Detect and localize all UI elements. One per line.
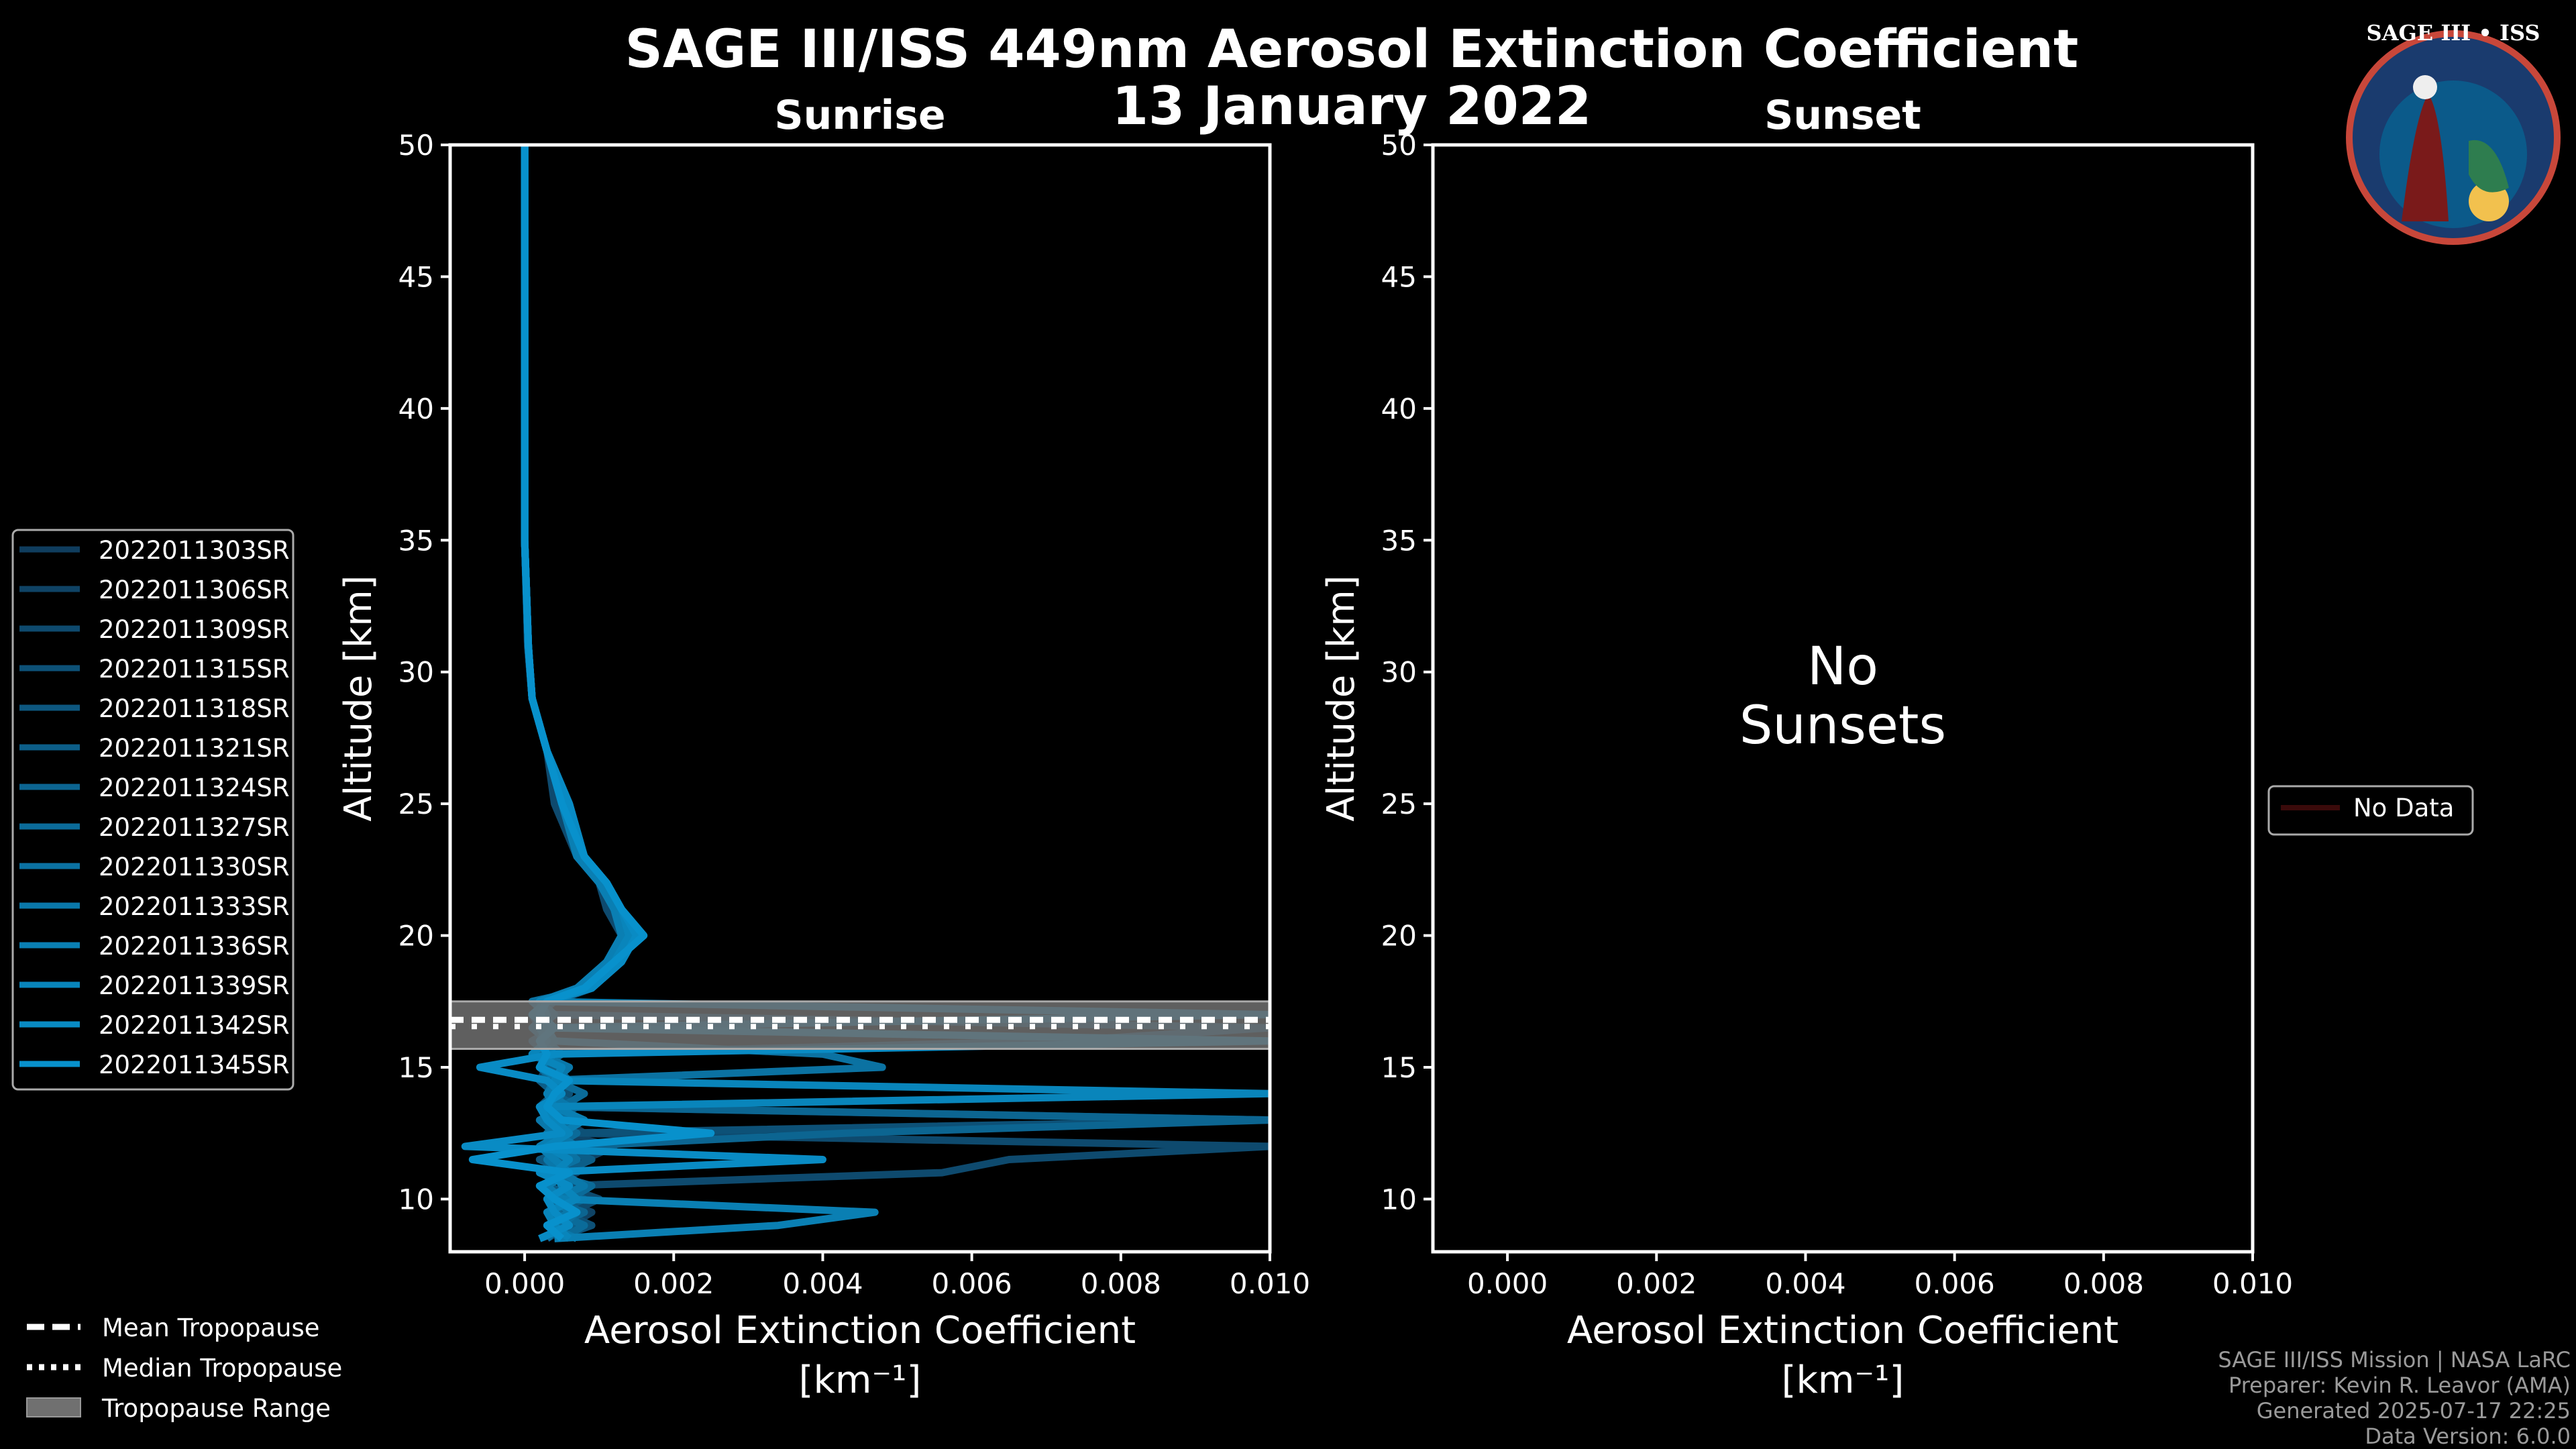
x-axis-unit: [km⁻¹] <box>799 1358 922 1402</box>
x-tick-label: 0.000 <box>1467 1267 1548 1300</box>
x-tick-label: 0.004 <box>1765 1267 1845 1300</box>
legend-label-2022011306SR: 2022011306SR <box>99 576 290 604</box>
legend-label-2022011315SR: 2022011315SR <box>99 655 290 684</box>
legend-label-2022011342SR: 2022011342SR <box>99 1011 290 1040</box>
sunrise-legend: 2022011303SR 2022011306SR 2022011309SR 2022… <box>11 529 294 1091</box>
x-axis-label: Aerosol Extinction Coefficient <box>1567 1309 2118 1352</box>
no-sunsets-line2: Sunsets <box>1739 696 1946 756</box>
y-tick-label: 10 <box>398 1183 434 1216</box>
sage-iii-iss-logo: SAGE III • ISS <box>2346 20 2561 245</box>
profile-line-2022011342SR <box>461 145 1270 1242</box>
legend-label-2022011330SR: 2022011330SR <box>99 853 290 881</box>
tropopause-range-label: Tropopause Range <box>101 1394 331 1423</box>
y-tick-label: 20 <box>398 920 434 953</box>
y-tick-label: 30 <box>398 656 434 689</box>
x-tick-label: 0.002 <box>1616 1267 1697 1300</box>
y-tick-label: 15 <box>398 1051 434 1084</box>
y-axis-label: Altitude [km] <box>337 575 380 821</box>
y-tick-label: 50 <box>1381 129 1417 162</box>
legend-label-2022011321SR: 2022011321SR <box>99 734 290 763</box>
axes-frame <box>448 143 1272 1254</box>
x-tick-label: 0.010 <box>2212 1267 2293 1300</box>
sunset-panel-title: Sunset <box>1764 92 1921 139</box>
legend-label-2022011336SR: 2022011336SR <box>99 932 290 961</box>
x-tick-label: 0.010 <box>1230 1267 1310 1300</box>
y-tick-label: 15 <box>1381 1051 1417 1084</box>
legend-label-2022011309SR: 2022011309SR <box>99 615 290 644</box>
legend-label-2022011327SR: 2022011327SR <box>99 813 290 842</box>
credit-data-version: Data Version: 6.0.0 <box>2365 1424 2571 1449</box>
figure-title-line1: SAGE III/ISS 449nm Aerosol Extinction Co… <box>625 19 2079 80</box>
sunrise-panel-title: Sunrise <box>774 92 945 139</box>
sunset-legend: No Data <box>2267 785 2474 836</box>
legend-label-2022011303SR: 2022011303SR <box>99 536 290 565</box>
y-tick-label: 35 <box>398 524 434 557</box>
tropopause-range-swatch <box>26 1397 81 1417</box>
y-tick-label: 50 <box>398 129 434 162</box>
legend-label-2022011324SR: 2022011324SR <box>99 773 290 802</box>
y-tick-label: 40 <box>1381 392 1417 425</box>
legend-label-2022011333SR: 2022011333SR <box>99 892 290 921</box>
y-axis-label: Altitude [km] <box>1320 575 1363 821</box>
profile-line-2022011330SR <box>521 145 886 1242</box>
plot-area <box>450 145 1270 1242</box>
y-tick-label: 45 <box>398 260 434 293</box>
y-tick-label: 35 <box>1381 524 1417 557</box>
x-tick-label: 0.006 <box>1915 1267 1995 1300</box>
credit-mission: SAGE III/ISS Mission | NASA LaRC <box>2218 1347 2571 1373</box>
legend-label-2022011339SR: 2022011339SR <box>99 971 290 1000</box>
legend-label-2022011345SR: 2022011345SR <box>99 1051 290 1079</box>
no-sunsets-line1: No <box>1807 637 1878 697</box>
median-tropopause-label: Median Tropopause <box>102 1354 342 1383</box>
sunset-plot: 0.000 0.002 0.004 0.006 0.008 0.010 10 15 20 25 30… <box>1320 129 2293 1402</box>
x-tick-label: 0.006 <box>932 1267 1012 1300</box>
logo-text: SAGE III • ISS <box>2367 20 2540 46</box>
legend-label-2022011318SR: 2022011318SR <box>99 694 290 723</box>
axes-frame <box>1431 143 2255 1254</box>
sunrise-plot: 0.000 0.002 0.004 0.006 0.008 0.010 10 15 20 25 30… <box>337 129 1310 1402</box>
y-tick-label: 25 <box>1381 788 1417 820</box>
y-tick-label: 40 <box>398 392 434 425</box>
x-tick-label: 0.000 <box>484 1267 565 1300</box>
y-tick-label: 30 <box>1381 656 1417 689</box>
tropopause-legend: Mean Tropopause Median Tropopause Tropop… <box>26 1313 342 1423</box>
x-tick-label: 0.008 <box>2063 1267 2144 1300</box>
x-tick-label: 0.008 <box>1081 1267 1161 1300</box>
x-axis-label: Aerosol Extinction Coefficient <box>584 1309 1136 1352</box>
y-tick-label: 45 <box>1381 260 1417 293</box>
x-axis-unit: [km⁻¹] <box>1782 1358 1904 1402</box>
y-tick-label: 10 <box>1381 1183 1417 1216</box>
x-tick-label: 0.002 <box>633 1267 714 1300</box>
credit-generated: Generated 2025-07-17 22:25 <box>2257 1398 2571 1424</box>
y-tick-label: 20 <box>1381 920 1417 953</box>
figure-title-line2: 13 January 2022 <box>1112 76 1592 137</box>
mean-tropopause-label: Mean Tropopause <box>102 1313 320 1342</box>
x-tick-label: 0.004 <box>782 1267 863 1300</box>
y-tick-label: 25 <box>398 788 434 820</box>
credit-preparer: Preparer: Kevin R. Leavor (AMA) <box>2229 1373 2571 1398</box>
no-data-legend-label: No Data <box>2353 794 2454 822</box>
